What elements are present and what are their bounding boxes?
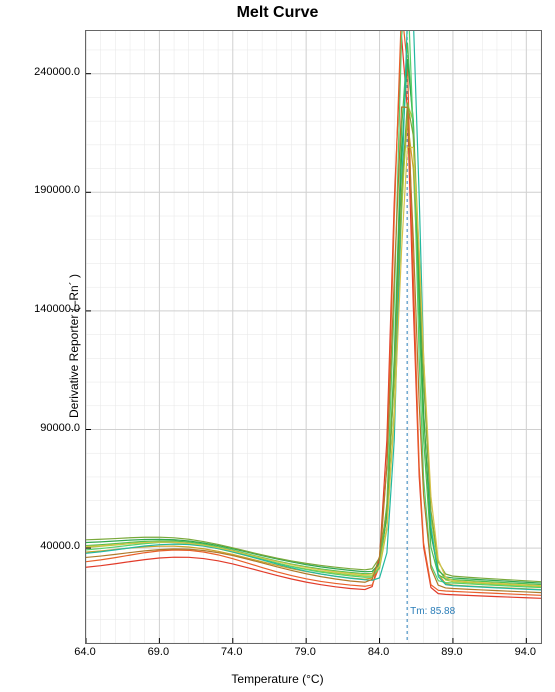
plot-svg (86, 31, 541, 643)
x-tick-label: 84.0 (359, 646, 399, 658)
x-tick-label: 64.0 (65, 646, 105, 658)
x-tick-label: 89.0 (432, 646, 472, 658)
x-tick-label: 79.0 (285, 646, 325, 658)
y-tick-label: 190000.0 (25, 184, 80, 196)
y-tick-label: 90000.0 (25, 422, 80, 434)
series-s7 (86, 31, 541, 588)
y-axis-label: Derivative Reporter (–Rn´ ) (67, 274, 81, 418)
series-s4 (86, 103, 541, 586)
series-s2 (86, 31, 541, 595)
series-s10 (86, 147, 541, 586)
x-axis-label: Temperature (°C) (0, 672, 555, 686)
x-tick-label: 94.0 (505, 646, 545, 658)
chart-title: Melt Curve (0, 4, 555, 22)
melt-curve-chart: Melt Curve Derivative Reporter (–Rn´ ) T… (0, 0, 555, 692)
plot-area (85, 30, 542, 644)
series-s1 (86, 36, 541, 598)
y-tick-label: 40000.0 (25, 540, 80, 552)
y-tick-label: 240000.0 (25, 66, 80, 78)
series-s6 (86, 59, 541, 583)
x-tick-label: 74.0 (212, 646, 252, 658)
series-s11 (86, 107, 541, 593)
x-tick-label: 69.0 (138, 646, 178, 658)
tm-annotation: Tm: 85.88 (410, 606, 455, 617)
y-tick-label: 140000.0 (25, 303, 80, 315)
series-s5 (86, 43, 541, 584)
series-s3 (86, 121, 541, 590)
series-s9 (86, 103, 541, 582)
